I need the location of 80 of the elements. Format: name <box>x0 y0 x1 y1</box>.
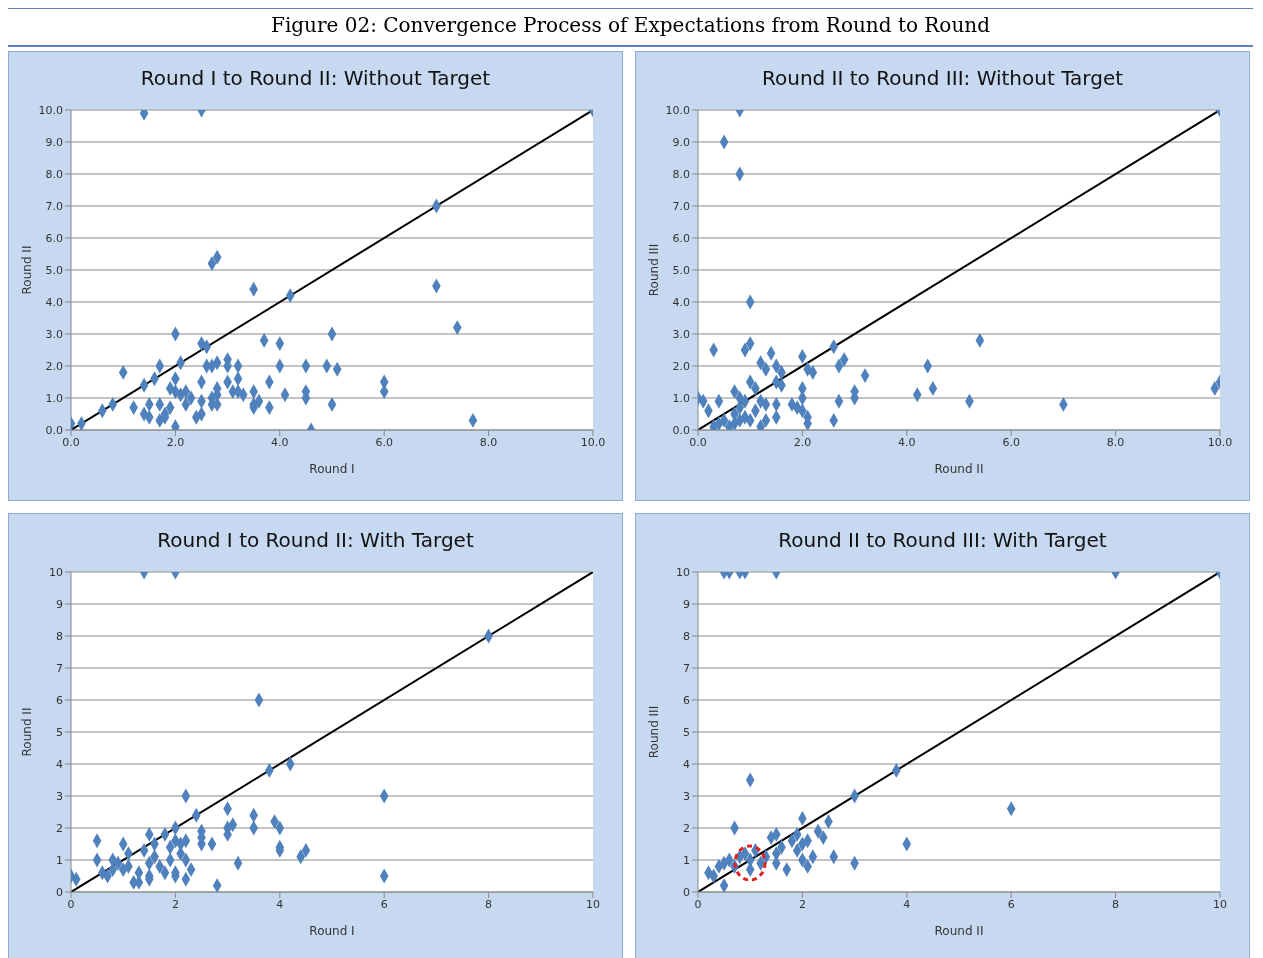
x-tick-label: 10.0 <box>580 435 606 449</box>
x-tick-label: 2 <box>798 897 806 911</box>
point <box>719 878 729 892</box>
y-tick-label: 6.0 <box>45 231 63 245</box>
x-tick-label: 6.0 <box>1002 435 1020 449</box>
y-axis-title: Round III <box>647 243 662 297</box>
y-tick-label: 0 <box>683 885 690 899</box>
y-tick-label: 1 <box>683 853 690 867</box>
y-tick-label: 7 <box>56 661 63 675</box>
y-tick-label: 1.0 <box>45 391 63 405</box>
y-tick-label: 0.0 <box>45 423 63 437</box>
x-tick-label: 4.0 <box>898 435 916 449</box>
y-tick-label: 5 <box>56 725 63 739</box>
x-tick-label: 6 <box>1007 897 1015 911</box>
x-tick-label: 4 <box>903 897 911 911</box>
x-tick-label: 2.0 <box>793 435 812 449</box>
x-tick-label: 10 <box>1213 897 1227 911</box>
y-tick-label: 3.0 <box>45 327 63 341</box>
y-tick-label: 5.0 <box>672 263 690 277</box>
y-tick-label: 8 <box>56 629 63 643</box>
y-tick-label: 4 <box>56 757 63 771</box>
y-tick-label: 6.0 <box>672 231 690 245</box>
y-tick-label: 3 <box>683 789 690 803</box>
x-tick-label: 2 <box>171 897 179 911</box>
y-tick-label: 9.0 <box>672 135 690 149</box>
y-tick-label: 2.0 <box>45 359 63 373</box>
y-tick-label: 10 <box>49 565 63 579</box>
x-tick-label: 4.0 <box>271 435 289 449</box>
y-tick-label: 0.0 <box>672 423 690 437</box>
chart-title: Round I to Round II: With Target <box>156 527 475 554</box>
y-axis-title: Round II <box>20 245 35 295</box>
x-tick-label: 6 <box>380 897 388 911</box>
y-tick-label: 5 <box>683 725 690 739</box>
y-tick-label: 2 <box>56 821 63 835</box>
y-tick-label: 2.0 <box>672 359 690 373</box>
y-tick-label: 0 <box>56 885 63 899</box>
y-tick-label: 1.0 <box>672 391 690 405</box>
x-tick-label: 8 <box>485 897 493 911</box>
y-tick-label: 5.0 <box>45 263 63 277</box>
y-tick-label: 7.0 <box>672 199 690 213</box>
caption: Figure 02: Convergence Process of Expectations from Round to Round <box>271 13 990 37</box>
y-tick-label: 2 <box>683 821 690 835</box>
y-tick-label: 3 <box>56 789 63 803</box>
x-axis-title: Round I <box>309 924 355 938</box>
x-tick-label: 10 <box>586 897 600 911</box>
x-tick-label: 0 <box>67 897 75 911</box>
x-axis-title: Round II <box>934 462 984 476</box>
y-tick-label: 4.0 <box>45 295 63 309</box>
x-tick-label: 0 <box>694 897 702 911</box>
x-tick-label: 6.0 <box>375 435 393 449</box>
x-tick-label: 8 <box>1112 897 1120 911</box>
y-tick-label: 6 <box>56 693 63 707</box>
x-axis-title: Round II <box>934 924 984 938</box>
chart-title: Round II to Round III: With Target <box>777 527 1108 554</box>
x-tick-label: 4 <box>276 897 284 911</box>
y-tick-label: 8.0 <box>672 167 690 181</box>
y-tick-label: 9 <box>683 597 690 611</box>
y-axis-title: Round II <box>20 707 35 757</box>
y-tick-label: 7.0 <box>45 199 63 213</box>
y-tick-label: 3.0 <box>672 327 690 341</box>
y-tick-label: 1 <box>56 853 63 867</box>
y-tick-label: 8 <box>683 629 690 643</box>
y-tick-label: 7 <box>683 661 690 675</box>
y-tick-label: 4.0 <box>672 295 690 309</box>
x-tick-label: 8.0 <box>479 435 498 449</box>
chart-title: Round I to Round II: Without Target <box>139 65 492 92</box>
chart-title: Round II to Round III: Without Target <box>760 65 1125 92</box>
x-tick-label: 10.0 <box>1207 435 1233 449</box>
y-tick-label: 9 <box>56 597 63 611</box>
y-tick-label: 8.0 <box>45 167 63 181</box>
x-axis-title: Round I <box>309 462 355 476</box>
y-tick-label: 10.0 <box>665 103 690 117</box>
x-tick-label: 2.0 <box>166 435 185 449</box>
y-tick-label: 9.0 <box>45 135 63 149</box>
y-tick-label: 4 <box>683 757 690 771</box>
y-tick-label: 6 <box>683 693 690 707</box>
y-axis-title: Round III <box>647 705 662 759</box>
y-tick-label: 10 <box>676 565 690 579</box>
x-tick-label: 8.0 <box>1106 435 1125 449</box>
y-tick-label: 10.0 <box>38 103 63 117</box>
